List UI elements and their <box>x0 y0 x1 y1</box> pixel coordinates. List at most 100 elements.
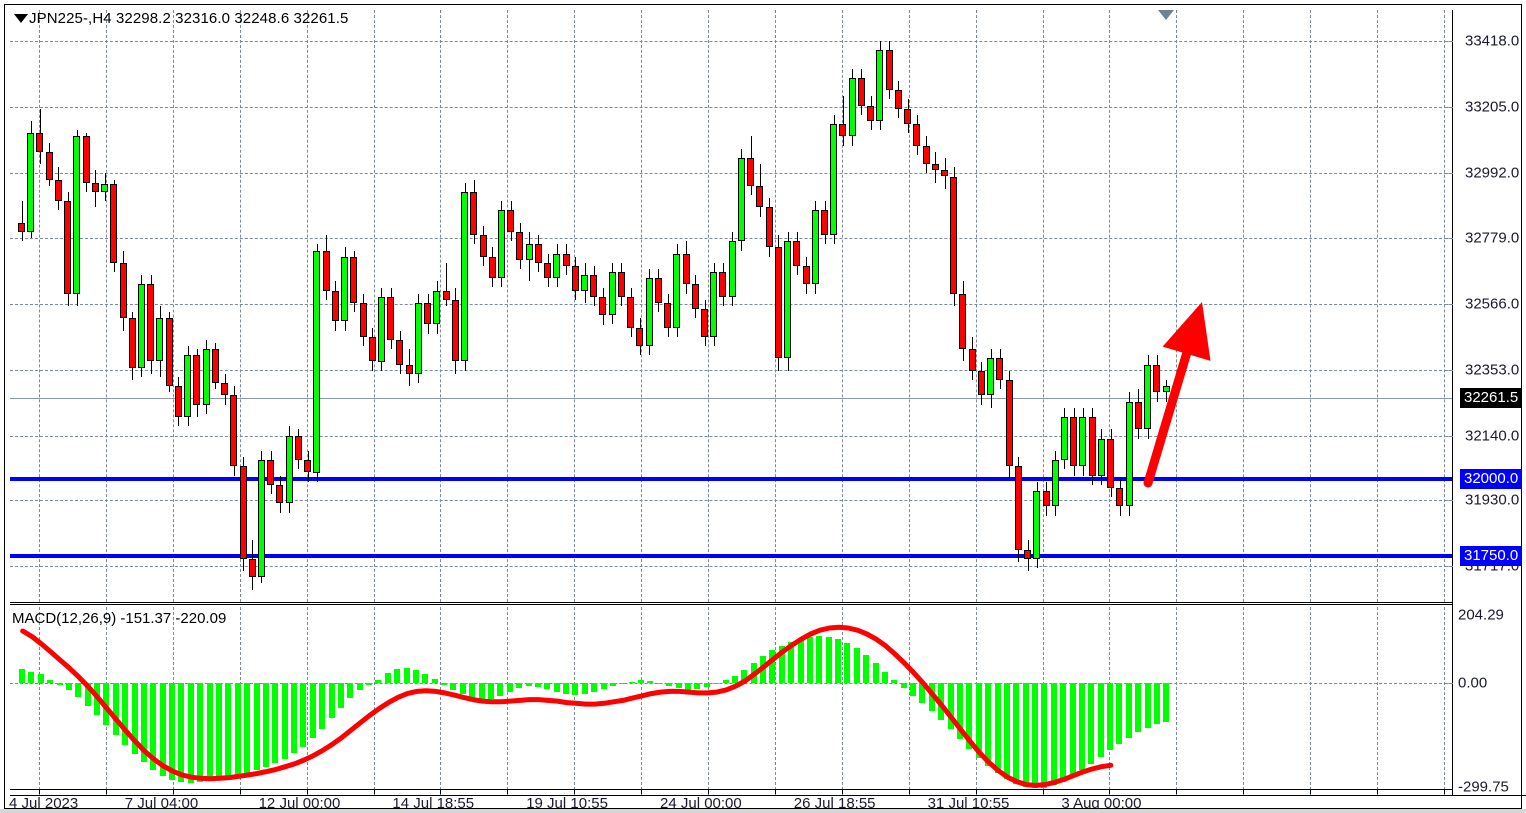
macd-histogram-bar <box>563 683 569 695</box>
macd-histogram-bar <box>329 683 335 719</box>
price-label: 32566.0 <box>1465 295 1520 313</box>
vertical-gridline <box>774 607 776 795</box>
price-label: 32140.0 <box>1465 427 1520 444</box>
candle-body-bearish <box>1134 401 1142 430</box>
macd-histogram-bar <box>19 669 25 684</box>
candle-body-bullish <box>1033 491 1041 559</box>
candle-body-bearish <box>654 278 662 303</box>
vertical-gridline <box>507 10 509 602</box>
candle-body-bearish <box>894 90 902 109</box>
vertical-gridline <box>1176 607 1178 795</box>
macd-histogram-bar <box>272 683 278 763</box>
price-tick <box>1446 172 1453 174</box>
macd-histogram-bar <box>57 683 63 685</box>
macd-histogram-bar <box>1135 683 1141 733</box>
vertical-gridline <box>440 607 442 795</box>
time-tick <box>1042 789 1044 794</box>
price-label: 32353.0 <box>1465 361 1520 379</box>
macd-histogram-bar <box>919 683 925 704</box>
macd-zero-line <box>10 683 1452 685</box>
candle-body-bullish <box>184 355 192 417</box>
macd-histogram-bar <box>300 683 306 747</box>
macd-histogram-bar <box>422 674 428 684</box>
macd-histogram-bar <box>948 683 954 730</box>
triangle-down-icon[interactable] <box>14 14 28 23</box>
candle-body-bearish <box>294 435 302 461</box>
macd-histogram-bar <box>610 683 616 687</box>
candle-body-bearish <box>968 349 976 371</box>
time-tick <box>574 789 576 794</box>
candle-body-bearish <box>322 250 330 291</box>
price-label: 32992.0 <box>1465 164 1520 182</box>
macd-histogram-bar <box>197 683 203 783</box>
time-tick <box>373 789 375 794</box>
vertical-gridline <box>1310 607 1312 795</box>
candle-body-bearish <box>424 302 432 325</box>
price-label: 31930.0 <box>1465 491 1520 509</box>
candle-body-bearish <box>248 558 256 578</box>
candle-body-bullish <box>525 244 533 260</box>
vertical-gridline <box>1243 10 1245 602</box>
candle-body-bearish <box>221 383 229 396</box>
candle-body-bullish <box>341 256 349 322</box>
time-label: 4 Jul 2023 <box>9 795 79 812</box>
macd-histogram-bar <box>1032 683 1038 789</box>
level-line-31750-0[interactable] <box>10 553 1452 558</box>
macd-histogram-bar <box>666 683 672 687</box>
vertical-gridline <box>1176 10 1178 602</box>
candle-body-bullish <box>156 318 164 362</box>
price-tick <box>1446 107 1453 109</box>
macd-histogram-bar <box>976 683 982 758</box>
macd-histogram-bar <box>122 683 128 746</box>
time-tick <box>975 789 977 794</box>
candle-body-bearish <box>110 184 118 263</box>
candle-body-bearish <box>636 327 644 347</box>
vertical-gridline <box>1243 607 1245 795</box>
macd-histogram-bar <box>544 683 550 690</box>
vertical-gridline <box>440 10 442 602</box>
candle-body-bearish <box>562 253 570 266</box>
current-price-badge[interactable]: 32261.5 <box>1460 388 1523 409</box>
candle-body-bearish <box>885 50 893 91</box>
macd-histogram-bar <box>38 674 44 684</box>
macd-histogram-bar <box>713 683 719 685</box>
candle-body-bearish <box>331 290 339 322</box>
candle-body-bearish <box>765 207 773 248</box>
candle-body-bearish <box>91 182 99 192</box>
candle-body-bearish <box>128 318 136 368</box>
level-line-32000-0[interactable] <box>10 476 1452 481</box>
macd-histogram-bar <box>554 683 560 693</box>
macd-histogram-bar <box>526 683 532 687</box>
macd-histogram-bar <box>1154 683 1160 725</box>
candle-body-bearish <box>479 235 487 257</box>
macd-histogram-bar <box>516 683 522 689</box>
macd-pane[interactable] <box>10 607 1452 795</box>
macd-histogram-bar <box>826 636 832 684</box>
macd-histogram-bar <box>469 683 475 699</box>
macd-histogram-bar <box>685 683 691 690</box>
candle-body-bearish <box>64 201 72 294</box>
macd-histogram-bar <box>282 683 288 759</box>
vertical-gridline <box>239 10 241 602</box>
macd-histogram-bar <box>1023 683 1029 787</box>
time-tick <box>1377 789 1378 794</box>
candle-body-bearish <box>359 302 367 337</box>
candle-body-bearish <box>193 355 201 405</box>
macd-histogram-bar <box>844 642 850 684</box>
time-tick <box>507 789 509 794</box>
macd-histogram-bar <box>375 680 381 684</box>
candle-body-bearish <box>230 395 238 467</box>
candle-body-bearish <box>544 262 552 279</box>
macd-histogram-bar <box>741 669 747 684</box>
time-tick <box>172 789 174 794</box>
macd-histogram-bar <box>385 673 391 684</box>
candle-body-bearish <box>1024 549 1032 559</box>
vertical-gridline <box>39 607 40 795</box>
candle-body-bullish <box>737 158 745 242</box>
vertical-gridline <box>306 10 308 602</box>
level-badge-32000-0[interactable]: 32000.0 <box>1460 468 1523 489</box>
time-tick <box>1243 789 1245 794</box>
price-chart-pane[interactable] <box>10 10 1452 602</box>
candle-body-bullish <box>608 272 616 316</box>
level-badge-31750-0[interactable]: 31750.0 <box>1460 545 1523 566</box>
